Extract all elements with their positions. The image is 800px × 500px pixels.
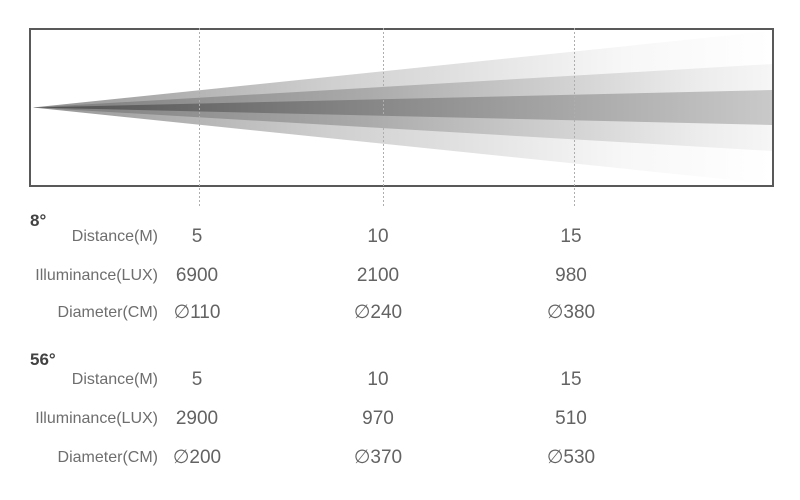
diameter-value: ∅370 xyxy=(353,447,403,468)
row-label-distance: Distance(M) xyxy=(71,371,158,388)
distance-value: 5 xyxy=(191,369,203,390)
row-label-illuminance: Illuminance(LUX) xyxy=(35,410,158,427)
beam-angle-label-56deg: 56° xyxy=(30,350,56,369)
distance-gridline-10m xyxy=(383,28,384,207)
beam-diagram-box xyxy=(29,28,774,187)
diameter-value: ∅200 xyxy=(172,447,222,468)
illuminance-value: 970 xyxy=(362,408,394,429)
row-label-diameter: Diameter(CM) xyxy=(57,449,158,466)
row-label-diameter: Diameter(CM) xyxy=(57,304,158,321)
table-row-distance-56deg: Distance(M) 5 10 15 xyxy=(0,369,800,391)
diameter-value: ∅110 xyxy=(173,302,221,323)
table-row-diameter-8deg: Diameter(CM) ∅110 ∅240 ∅380 xyxy=(0,302,800,324)
row-label-distance: Distance(M) xyxy=(71,228,158,245)
distance-gridline-15m xyxy=(574,28,575,207)
distance-gridline-5m xyxy=(199,28,200,207)
table-row-diameter-56deg: Diameter(CM) ∅200 ∅370 ∅530 xyxy=(0,447,800,469)
table-row-distance-8deg: Distance(M) 5 10 15 xyxy=(0,226,800,248)
diameter-value: ∅380 xyxy=(546,302,596,323)
beam-angle-label-8deg: 8° xyxy=(30,211,47,230)
beam-cones-graphic xyxy=(33,31,772,184)
row-label-illuminance: Illuminance(LUX) xyxy=(35,267,158,284)
distance-value: 5 xyxy=(191,226,203,247)
illuminance-value: 2100 xyxy=(356,265,400,286)
distance-value: 10 xyxy=(367,369,389,390)
illuminance-value: 510 xyxy=(555,408,587,429)
table-row-illuminance-56deg: Illuminance(LUX) 2900 970 510 xyxy=(0,408,800,430)
distance-value: 10 xyxy=(367,226,389,247)
illuminance-value: 6900 xyxy=(175,265,219,286)
illuminance-value: 980 xyxy=(555,265,587,286)
diameter-value: ∅530 xyxy=(546,447,596,468)
distance-value: 15 xyxy=(560,226,582,247)
illuminance-value: 2900 xyxy=(175,408,219,429)
distance-value: 15 xyxy=(560,369,582,390)
narrow-beam-cone xyxy=(33,90,772,125)
diameter-value: ∅240 xyxy=(353,302,403,323)
table-row-illuminance-8deg: Illuminance(LUX) 6900 2100 980 xyxy=(0,265,800,287)
